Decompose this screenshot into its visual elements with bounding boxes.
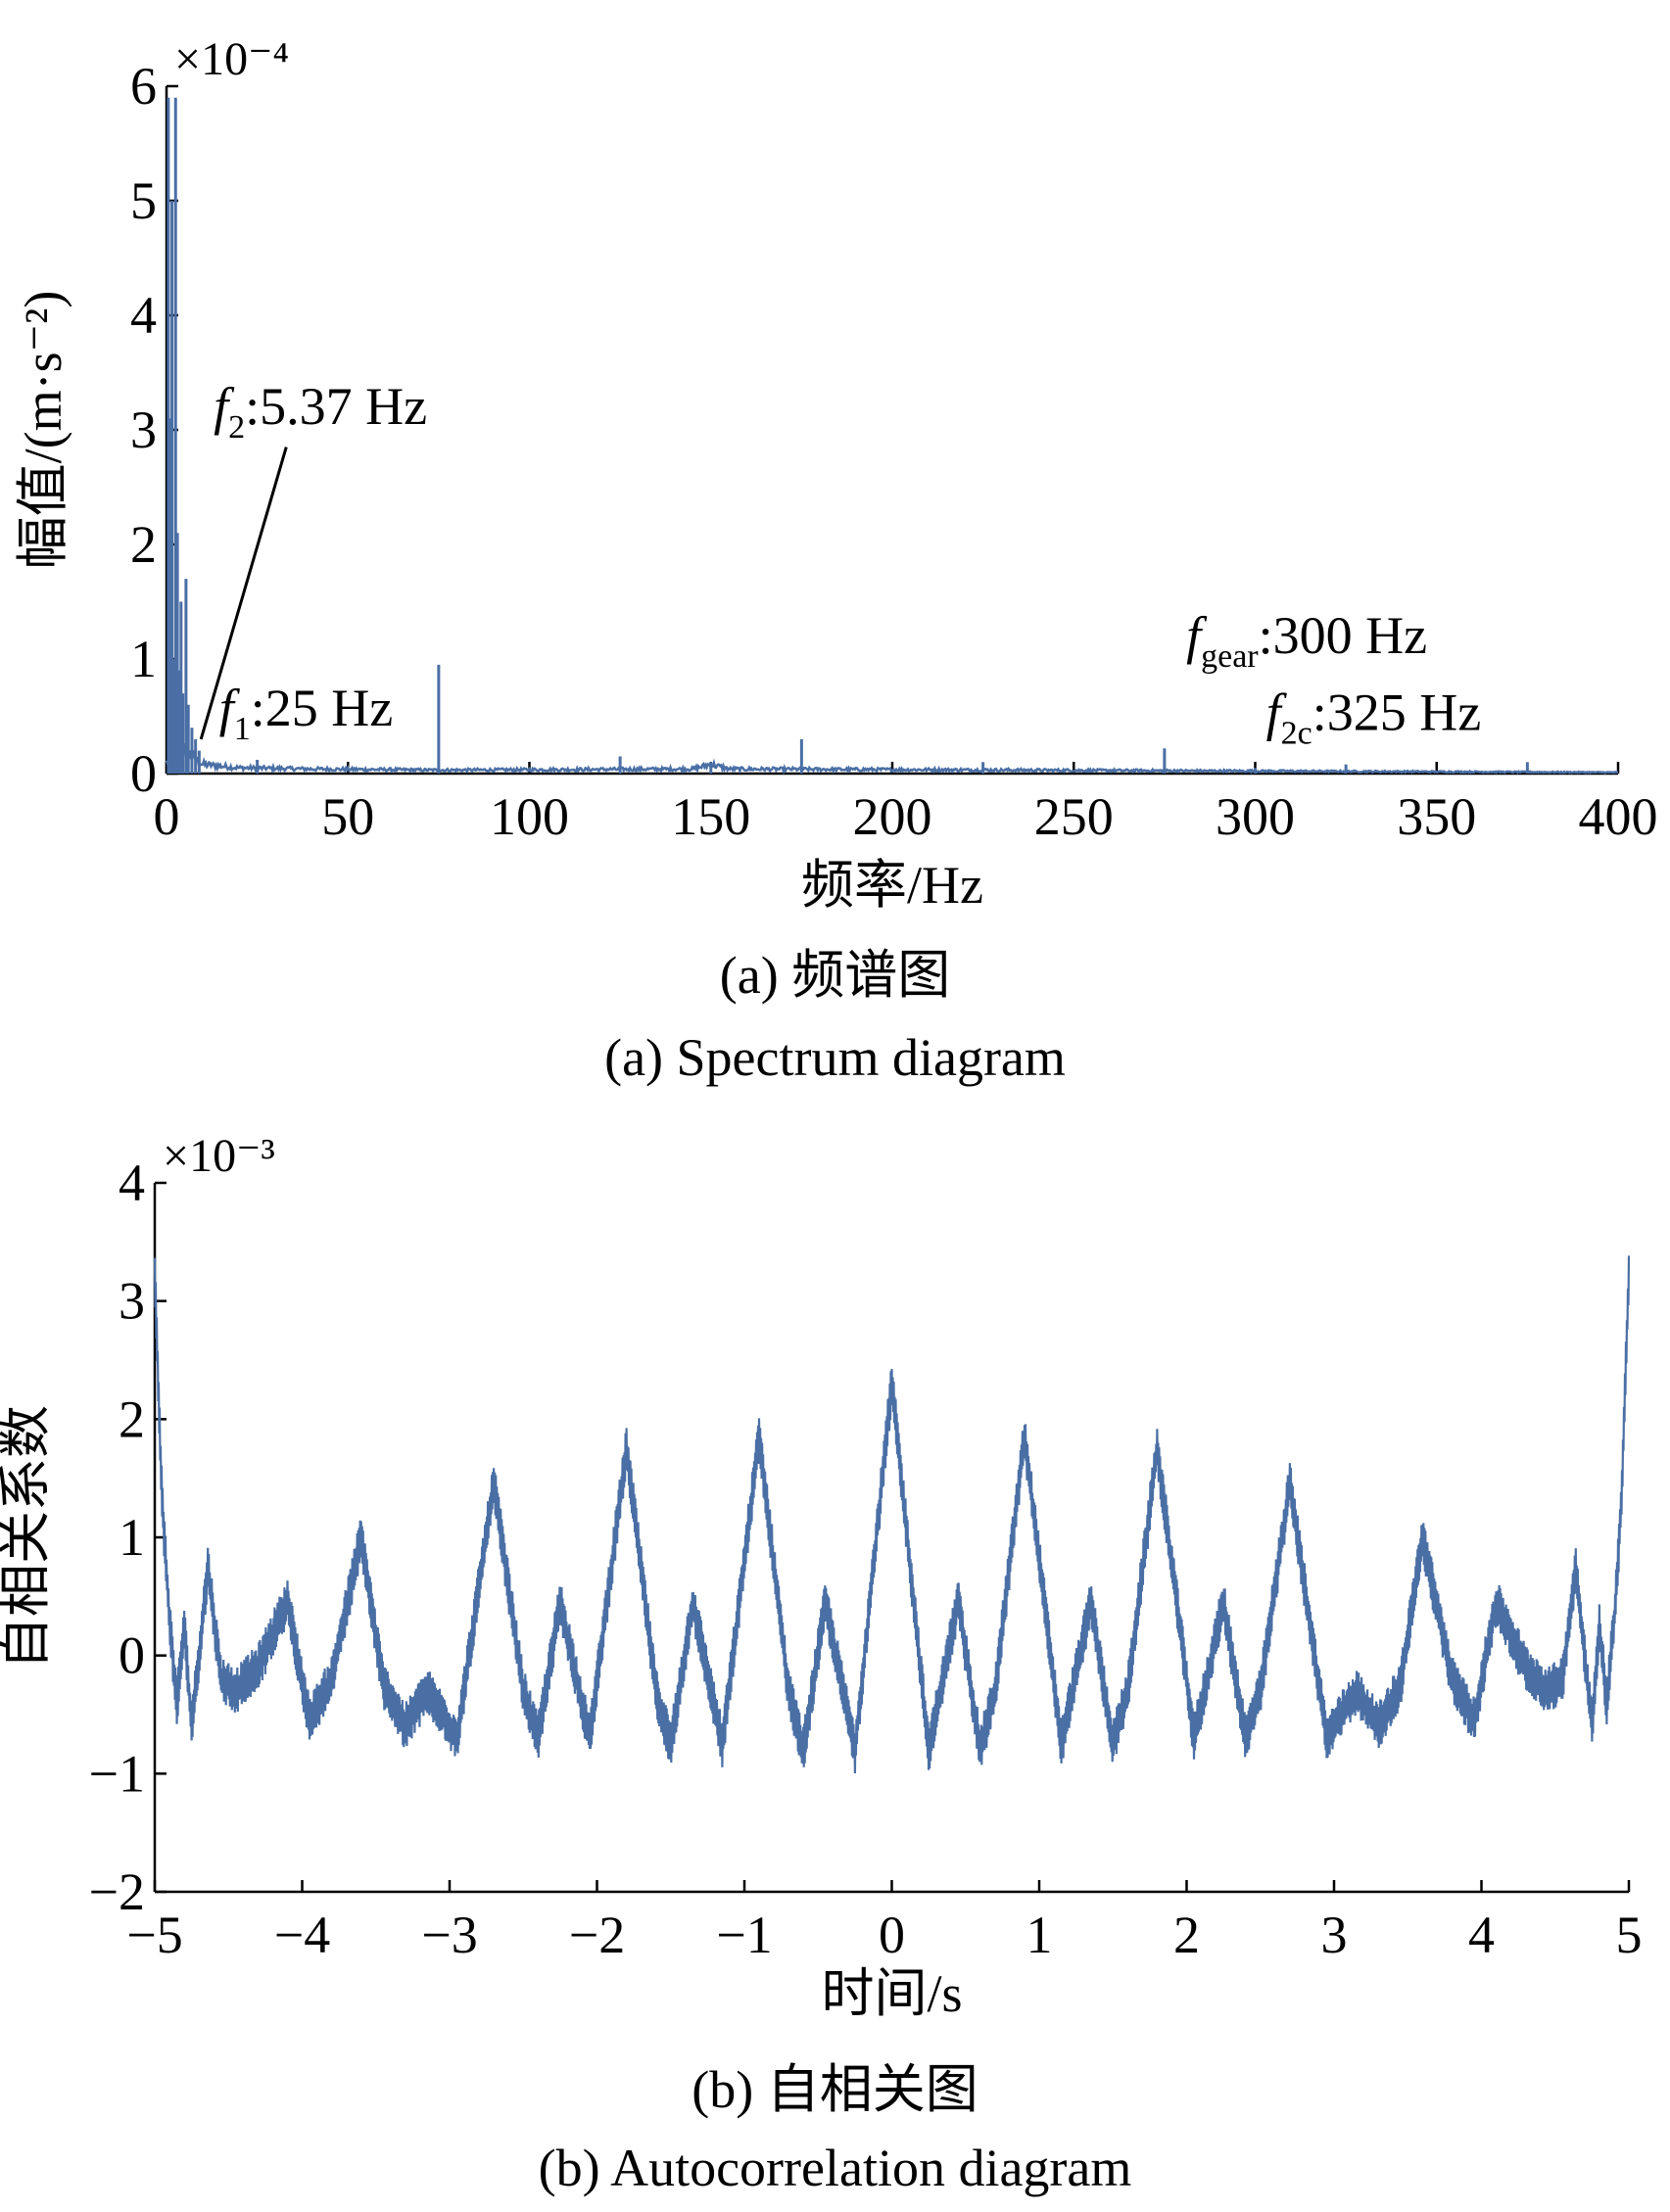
x-tick-label: −5: [126, 1906, 182, 1964]
y-tick-label: 0: [119, 1626, 145, 1685]
y-tick-label: 4: [119, 1153, 145, 1212]
annotation-f1: f1:25 Hz: [219, 679, 393, 747]
x-tick-label: 250: [1034, 787, 1114, 846]
annotation-leader-f2: [199, 447, 288, 740]
autocorrelation-trace: [153, 1255, 1631, 1774]
annotation-f2: f2:5.37 Hz: [214, 377, 427, 446]
x-tick-label: 300: [1216, 787, 1295, 846]
x-tick-label: 350: [1397, 787, 1476, 846]
autocorrelation-chart: −5 −4 −3 −2 −1 0 1 2 3 4 5 −2 −1 0 1 2 3 4 ×10⁻³ 时间/s 自相关系数: [0, 1130, 1643, 2023]
x-tick-label: 400: [1579, 787, 1658, 846]
x-tick-label: −4: [274, 1906, 330, 1964]
y-exponent-label: ×10⁻³: [163, 1130, 275, 1182]
annotation-f2c: f2c:325 Hz: [1266, 683, 1482, 752]
x-tick-label: −3: [421, 1906, 477, 1964]
y-tick-label: 6: [130, 57, 157, 116]
caption-a-cn: (a) 频谱图: [719, 946, 951, 1005]
x-tick-label: 3: [1321, 1906, 1348, 1964]
caption-a-en: (a) Spectrum diagram: [604, 1028, 1066, 1087]
y-tick-label: −1: [89, 1744, 145, 1803]
y-tick-label: 4: [130, 286, 157, 345]
y-tick-label: 1: [130, 630, 157, 688]
x-tick-label: 100: [490, 787, 569, 846]
x-axis-label: 频率/Hz: [801, 856, 983, 915]
y-tick-label: 0: [130, 744, 157, 803]
y-tick-label: 5: [130, 171, 157, 230]
x-tick-label: 200: [853, 787, 932, 846]
x-tick-label: 0: [879, 1906, 905, 1964]
x-axis-label: 时间/s: [821, 1964, 962, 2023]
x-tick-label: −2: [569, 1906, 625, 1964]
x-tick-label: 0: [154, 787, 180, 846]
x-tick-label: 2: [1173, 1906, 1200, 1964]
x-tick-label: 4: [1468, 1906, 1495, 1964]
x-tick-label: 50: [321, 787, 374, 846]
y-axis-label: 幅值/(m·s⁻²): [14, 291, 72, 570]
y-tick-label: 3: [130, 400, 157, 459]
caption-b-cn: (b) 自相关图: [692, 2060, 978, 2119]
x-tick-label: 5: [1616, 1906, 1643, 1964]
x-tick-label: 150: [671, 787, 750, 846]
y-tick-label: 1: [119, 1508, 145, 1567]
y-exponent-label: ×10⁻⁴: [174, 33, 289, 85]
x-tick-label: 1: [1026, 1906, 1053, 1964]
spectrum-trace: [165, 742, 1618, 776]
y-axis-label: 自相关系数: [0, 1405, 55, 1670]
y-tick-label: −2: [89, 1862, 145, 1921]
annotation-fgear: fgear:300 Hz: [1186, 606, 1427, 675]
caption-b-en: (b) Autocorrelation diagram: [538, 2139, 1132, 2197]
spectrum-chart: 0 50 100 150 200 250 300 350 400 0 1 2 3 4 5 6 ×10⁻⁴ 频率/H…: [14, 33, 1658, 915]
x-tick-label: −1: [716, 1906, 772, 1964]
y-tick-label: 2: [119, 1389, 145, 1448]
y-tick-label: 3: [119, 1272, 145, 1331]
y-tick-label: 2: [130, 515, 157, 574]
